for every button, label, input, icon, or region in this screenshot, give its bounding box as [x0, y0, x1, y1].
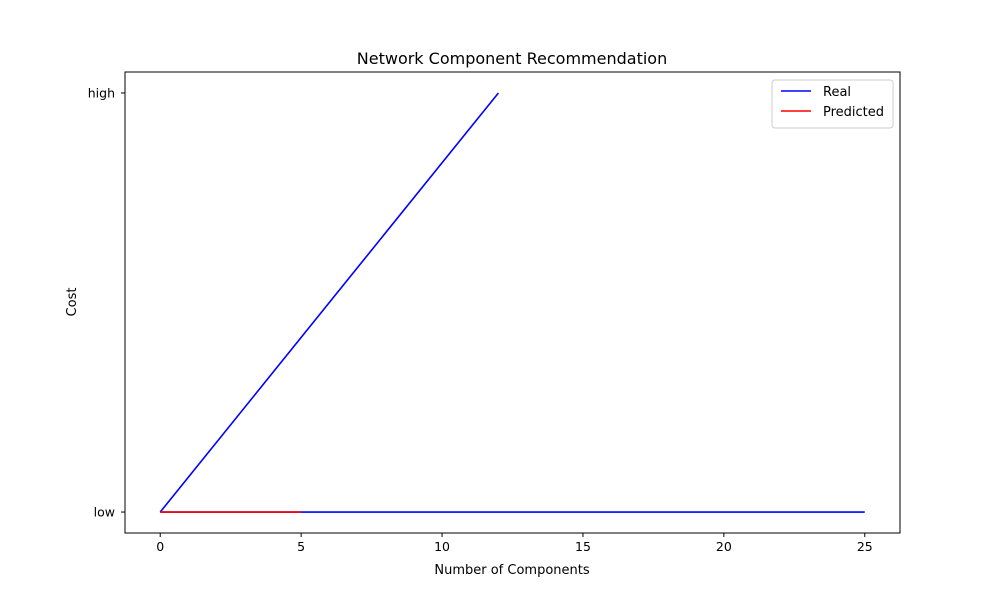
y-axis-ticks: low high	[88, 85, 125, 520]
x-axis-ticks: 0 5 10 15 20 25	[156, 533, 873, 554]
y-axis-label: Cost	[65, 288, 80, 317]
x-tick-label: 25	[857, 539, 873, 554]
plot-frame	[124, 71, 901, 534]
x-tick-label: 15	[575, 539, 591, 554]
legend-label-real: Real	[823, 85, 851, 100]
chart-title: Network Component Recommendation	[357, 49, 667, 68]
legend: Real Predicted	[771, 79, 894, 129]
x-axis-label: Number of Components	[434, 563, 589, 578]
legend-label-predicted: Predicted	[823, 105, 884, 120]
y-tick-label: low	[94, 505, 115, 520]
series-layer	[159, 92, 865, 513]
x-tick-label: 5	[297, 539, 305, 554]
x-tick-label: 20	[716, 539, 732, 554]
legend-box	[771, 79, 894, 129]
y-tick-label: high	[88, 85, 115, 100]
x-tick-label: 0	[156, 539, 164, 554]
series-line-real	[159, 92, 500, 513]
x-tick-label: 10	[434, 539, 450, 554]
